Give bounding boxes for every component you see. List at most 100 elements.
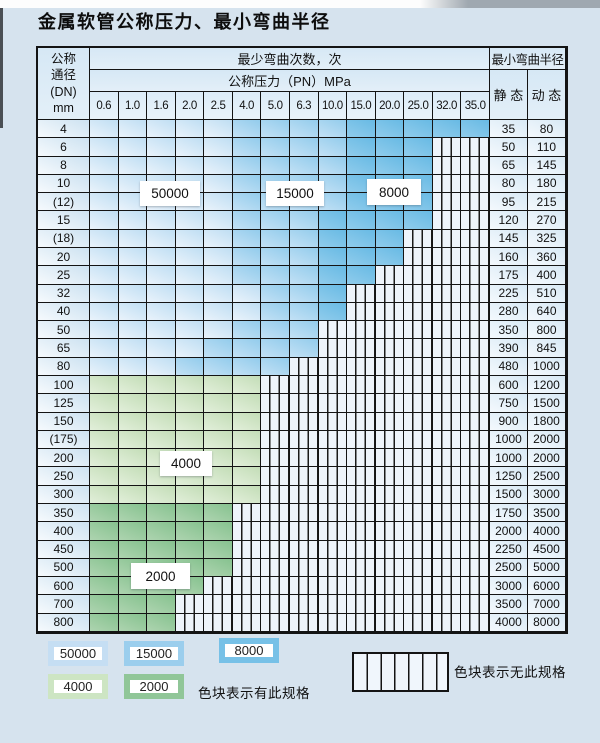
spec-cell: [347, 394, 376, 413]
spec-cell: [318, 174, 348, 194]
dn-cell: 65: [38, 339, 90, 358]
dn-cell: (175): [38, 430, 90, 450]
spec-cell: [375, 357, 405, 376]
spec-cell: [404, 284, 433, 303]
dn-header-line: mm: [53, 100, 74, 115]
spec-cell: [147, 229, 176, 248]
spec-cell: [461, 485, 490, 504]
spec-cell: [118, 394, 148, 413]
dn-cell: 50: [38, 321, 90, 340]
static-value-cell: 1250: [489, 467, 528, 486]
spec-cell: [432, 193, 462, 212]
spec-cell: [404, 339, 433, 358]
spec-cell: [289, 485, 319, 504]
spec-cell: [175, 485, 205, 504]
spec-cell: [318, 339, 348, 358]
spec-cell: [232, 211, 262, 230]
dynamic-value-cell: 7000: [527, 595, 566, 614]
spec-cell: [232, 120, 262, 139]
dynamic-value-cell: 1200: [527, 376, 566, 395]
spec-cell: [375, 412, 405, 431]
spec-cell: [232, 522, 262, 541]
page-title: 金属软管公称压力、最小弯曲半径: [38, 12, 331, 32]
spec-cell: [175, 266, 205, 285]
spec-cell: [118, 449, 148, 468]
spec-cell: [175, 540, 205, 559]
static-header: 静 态: [489, 70, 528, 120]
spec-cell: [404, 248, 433, 267]
spec-cell: [289, 467, 319, 486]
static-value-cell: 50: [489, 138, 528, 157]
spec-cell: [404, 321, 433, 340]
spec-cell: [147, 613, 176, 632]
spec-cell: [90, 156, 119, 175]
spec-cell: [147, 120, 176, 139]
spec-cell: [232, 302, 262, 322]
spec-cell: [118, 522, 148, 541]
spec-cell: [147, 522, 176, 541]
static-value-cell: 390: [489, 339, 528, 358]
static-value-cell: 900: [489, 412, 528, 431]
zone-count-label: 15000: [266, 181, 324, 206]
spec-cell: [175, 284, 205, 303]
spec-cell: [375, 522, 405, 541]
dn-cell: 32: [38, 284, 90, 303]
spec-cell: [289, 156, 319, 175]
spec-cell: [90, 193, 119, 212]
spec-cell: [90, 248, 119, 267]
spec-cell: [375, 595, 405, 614]
spec-cell: [204, 266, 233, 285]
spec-cell: [375, 467, 405, 486]
spec-cell: [90, 430, 119, 450]
spec-cell: [232, 467, 262, 486]
spec-cell: [232, 229, 262, 248]
pressure-tick: 20.0: [375, 92, 405, 120]
static-value-cell: 65: [489, 156, 528, 175]
spec-cell: [289, 229, 319, 248]
spec-cell: [404, 138, 433, 157]
spec-cell: [118, 595, 148, 614]
spec-cell: [461, 229, 490, 248]
spec-cell: [175, 302, 205, 322]
spec-cell: [404, 229, 433, 248]
spec-cell: [204, 613, 233, 632]
spec-cell: [347, 120, 376, 139]
spec-cell: [204, 595, 233, 614]
spec-cell: [318, 211, 348, 230]
spec-cell: [432, 138, 462, 157]
pressure-tick: 32.0: [432, 92, 462, 120]
legend-available-note: 色块表示有此规格: [198, 686, 310, 701]
dynamic-value-cell: 3000: [527, 485, 566, 504]
spec-cell: [204, 284, 233, 303]
spec-cell: [261, 321, 290, 340]
spec-cell: [232, 449, 262, 468]
spec-cell: [432, 211, 462, 230]
spec-cell: [90, 229, 119, 248]
spec-cell: [118, 211, 148, 230]
spec-cell: [232, 193, 262, 212]
zone-count-label: 2000: [131, 563, 190, 589]
spec-cell: [347, 504, 376, 523]
spec-cell: [375, 302, 405, 322]
spec-cell: [432, 595, 462, 614]
spec-cell: [232, 558, 262, 578]
spec-cell: [90, 284, 119, 303]
spec-cell: [289, 558, 319, 578]
spec-cell: [147, 504, 176, 523]
spec-cell: [204, 156, 233, 175]
dynamic-value-cell: 8000: [527, 613, 566, 632]
spec-cell: [347, 302, 376, 322]
spec-cell: [204, 504, 233, 523]
spec-cell: [289, 120, 319, 139]
spec-cell: [347, 211, 376, 230]
spec-cell: [404, 412, 433, 431]
pressure-tick: 6.3: [289, 92, 319, 120]
spec-cell: [318, 357, 348, 376]
spec-cell: [432, 540, 462, 559]
pressure-tick: 0.6: [90, 92, 119, 120]
dn-header-line: 公称: [50, 52, 76, 66]
spec-cell: [118, 321, 148, 340]
spec-cell: [147, 376, 176, 395]
spec-cell: [261, 558, 290, 578]
spec-cell: [318, 613, 348, 632]
